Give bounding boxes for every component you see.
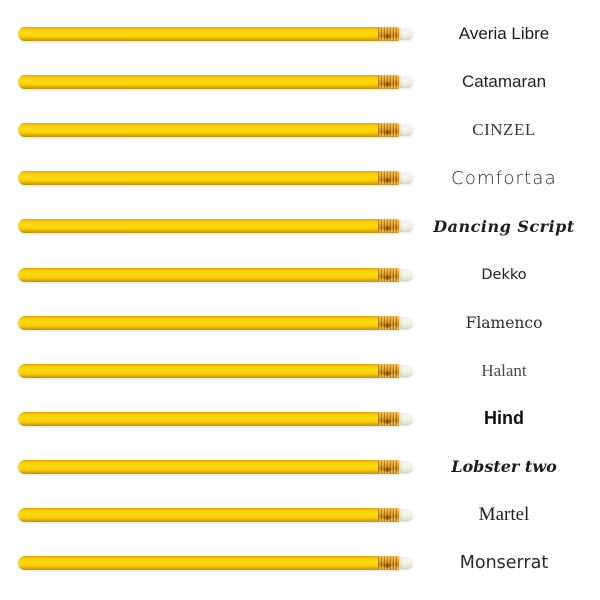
font-name-label: Dancing Script bbox=[433, 216, 575, 236]
pencil-icon bbox=[18, 75, 413, 90]
pencil-icon bbox=[18, 459, 413, 474]
pencil-ferrule bbox=[378, 27, 399, 42]
pencil-icon bbox=[18, 171, 413, 186]
pencil-ferrule bbox=[378, 556, 399, 571]
font-name-label: Martel bbox=[478, 503, 530, 525]
pencil-body bbox=[18, 556, 378, 571]
pencil-row: Dancing Script bbox=[0, 202, 600, 250]
font-name-label: Hind bbox=[484, 408, 524, 429]
pencil-eraser bbox=[399, 460, 413, 473]
pencil-row: CINZEL bbox=[0, 106, 600, 154]
pencil-icon bbox=[18, 363, 413, 378]
pencil-icon bbox=[18, 556, 413, 571]
pencil-eraser bbox=[399, 508, 413, 521]
font-name-label: Averia Libre bbox=[458, 24, 550, 44]
pencil-eraser bbox=[399, 557, 413, 570]
pencil-ferrule bbox=[378, 219, 399, 234]
pencil-row: Averia Libre bbox=[0, 10, 600, 58]
font-name-label: Dekko bbox=[481, 266, 527, 283]
pencil-icon bbox=[18, 411, 413, 426]
pencil-row: Halant bbox=[0, 347, 600, 395]
pencil-row: Catamaran bbox=[0, 58, 600, 106]
pencil-row: Hind bbox=[0, 395, 600, 443]
pencil-ferrule bbox=[378, 171, 399, 186]
pencil-body bbox=[18, 459, 378, 474]
pencil-body bbox=[18, 507, 378, 522]
pencil-ferrule bbox=[378, 267, 399, 282]
pencil-body bbox=[18, 363, 378, 378]
pencil-ferrule bbox=[378, 411, 399, 426]
pencil-icon bbox=[18, 27, 413, 42]
font-name-label: Halant bbox=[481, 360, 527, 380]
pencil-row: Comfortaa bbox=[0, 154, 600, 202]
pencil-eraser bbox=[399, 124, 413, 137]
pencil-row: Martel bbox=[0, 491, 600, 539]
font-name-label: Comfortaa bbox=[451, 167, 557, 189]
pencil-row: Monserrat bbox=[0, 539, 600, 587]
pencil-body bbox=[18, 219, 378, 234]
pencil-row: Lobster two bbox=[0, 443, 600, 491]
pencil-ferrule bbox=[378, 363, 399, 378]
pencil-body bbox=[18, 75, 378, 90]
pencil-body bbox=[18, 123, 378, 138]
pencil-body bbox=[18, 411, 378, 426]
pencil-eraser bbox=[399, 316, 413, 329]
pencil-body bbox=[18, 315, 378, 330]
font-name-label: Lobster two bbox=[451, 457, 557, 477]
pencil-icon bbox=[18, 123, 413, 138]
pencil-eraser bbox=[399, 28, 413, 41]
pencil-eraser bbox=[399, 268, 413, 281]
pencil-row-list: Averia Libre Catamaran CINZEL Comfortaa bbox=[0, 10, 600, 587]
pencil-icon bbox=[18, 219, 413, 234]
font-name-label: Flamenco bbox=[465, 313, 543, 332]
pencil-ferrule bbox=[378, 507, 399, 522]
font-name-label: Monserrat bbox=[459, 553, 549, 574]
pencil-row: Flamenco bbox=[0, 299, 600, 347]
pencil-icon bbox=[18, 507, 413, 522]
pencil-body bbox=[18, 171, 378, 186]
pencil-eraser bbox=[399, 220, 413, 233]
pencil-eraser bbox=[399, 172, 413, 185]
pencil-row: Dekko bbox=[0, 250, 600, 298]
pencil-ferrule bbox=[378, 75, 399, 90]
pencil-eraser bbox=[399, 364, 413, 377]
pencil-eraser bbox=[399, 76, 413, 89]
pencil-icon bbox=[18, 315, 413, 330]
pencil-ferrule bbox=[378, 459, 399, 474]
pencil-icon bbox=[18, 267, 413, 282]
pencil-ferrule bbox=[378, 123, 399, 138]
pencil-body bbox=[18, 267, 378, 282]
pencil-body bbox=[18, 27, 378, 42]
font-name-label: Catamaran bbox=[461, 72, 547, 92]
pencil-eraser bbox=[399, 412, 413, 425]
font-name-label: CINZEL bbox=[472, 120, 536, 140]
pencil-ferrule bbox=[378, 315, 399, 330]
